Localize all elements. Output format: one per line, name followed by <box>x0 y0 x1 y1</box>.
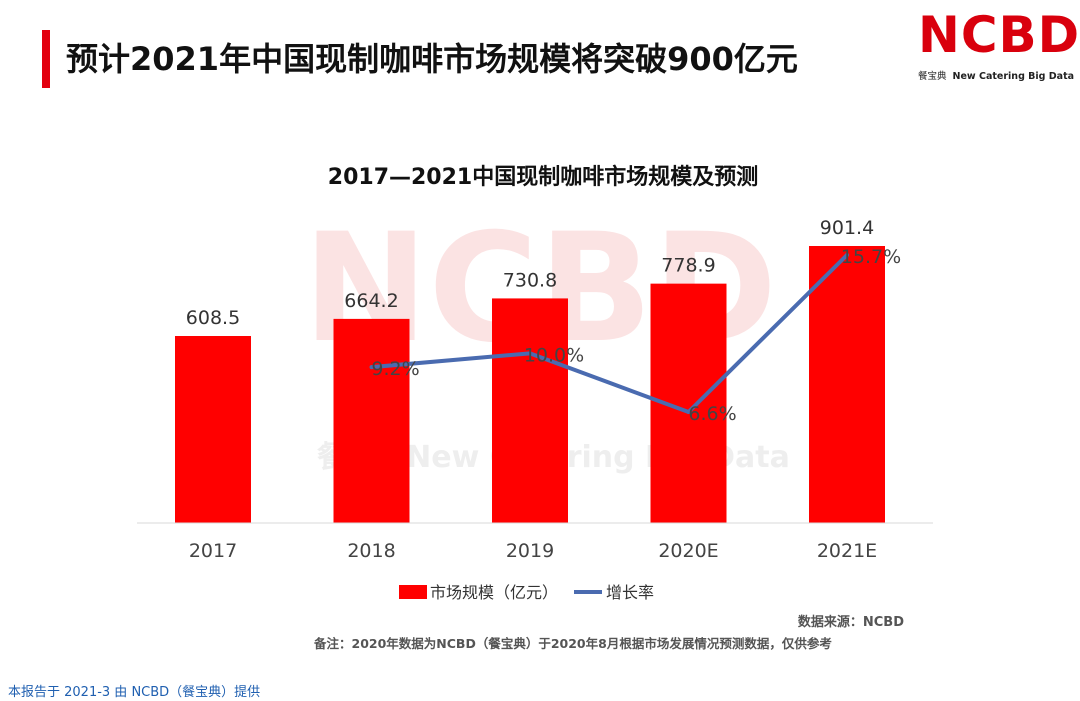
growth-point-2018 <box>369 365 374 370</box>
legend: 市场规模（亿元） 增长率 <box>399 583 654 602</box>
x-tick-2021E: 2021E <box>817 540 877 562</box>
data-source: 数据来源：NCBD <box>797 615 904 630</box>
market-size-chart: NCBD 餐宝典 New Catering Big Data 2017—2021… <box>137 164 933 602</box>
ncbd-logo: NCBD 餐宝典 New Catering Big Data <box>918 6 1079 86</box>
growth-rate-line <box>371 253 849 414</box>
bar-2021E <box>809 246 885 523</box>
growth-point-2019 <box>528 351 532 356</box>
bar-value-label-2021E: 901.4 <box>820 217 874 239</box>
page-title: 预计2021年中国现制咖啡市场规模将突破900亿元 <box>66 40 798 78</box>
bar-value-label-2018: 664.2 <box>344 290 398 312</box>
bar-value-label-2020E: 778.9 <box>661 255 715 277</box>
footnote: 备注：2020年数据为NCBD（餐宝典）于2020年8月根据市场发展情况预测数据… <box>314 636 832 651</box>
legend-label-bar: 市场规模（亿元） <box>430 583 558 602</box>
x-tick-2019: 2019 <box>506 540 554 562</box>
bar-2017 <box>175 336 251 523</box>
logo-text: NCBD <box>918 6 1080 64</box>
legend-swatch-bar <box>399 585 427 599</box>
report-footer: 本报告于 2021-3 由 NCBD（餐宝典）提供 <box>8 685 261 700</box>
growth-label-2021E: 15.7% <box>841 246 901 268</box>
growth-point-2020E <box>686 410 691 414</box>
x-tick-2020E: 2020E <box>658 540 718 562</box>
x-tick-2018: 2018 <box>347 540 395 562</box>
bar-2018 <box>333 318 410 523</box>
logo-subtitle-en: New Catering Big Data <box>952 71 1075 82</box>
bar-2019 <box>492 298 568 523</box>
bar-value-label-2017: 608.5 <box>186 307 240 329</box>
chart-title: 2017—2021中国现制咖啡市场规模及预测 <box>328 164 758 190</box>
title-accent-bar <box>42 30 50 88</box>
logo-subtitle: 餐宝典 New Catering Big Data <box>918 68 1074 82</box>
growth-label-2018: 9.2% <box>371 358 419 380</box>
growth-label-2020E: 6.6% <box>688 403 736 425</box>
x-tick-2017: 2017 <box>189 540 237 562</box>
growth-label-2019: 10.0% <box>524 344 584 366</box>
watermark-en: New Catering Big Data <box>406 440 790 475</box>
bar-value-label-2019: 730.8 <box>503 269 557 291</box>
legend-label-line: 增长率 <box>606 583 654 602</box>
logo-subtitle-cn: 餐宝典 <box>918 71 947 82</box>
growth-point-2021E <box>845 253 849 257</box>
